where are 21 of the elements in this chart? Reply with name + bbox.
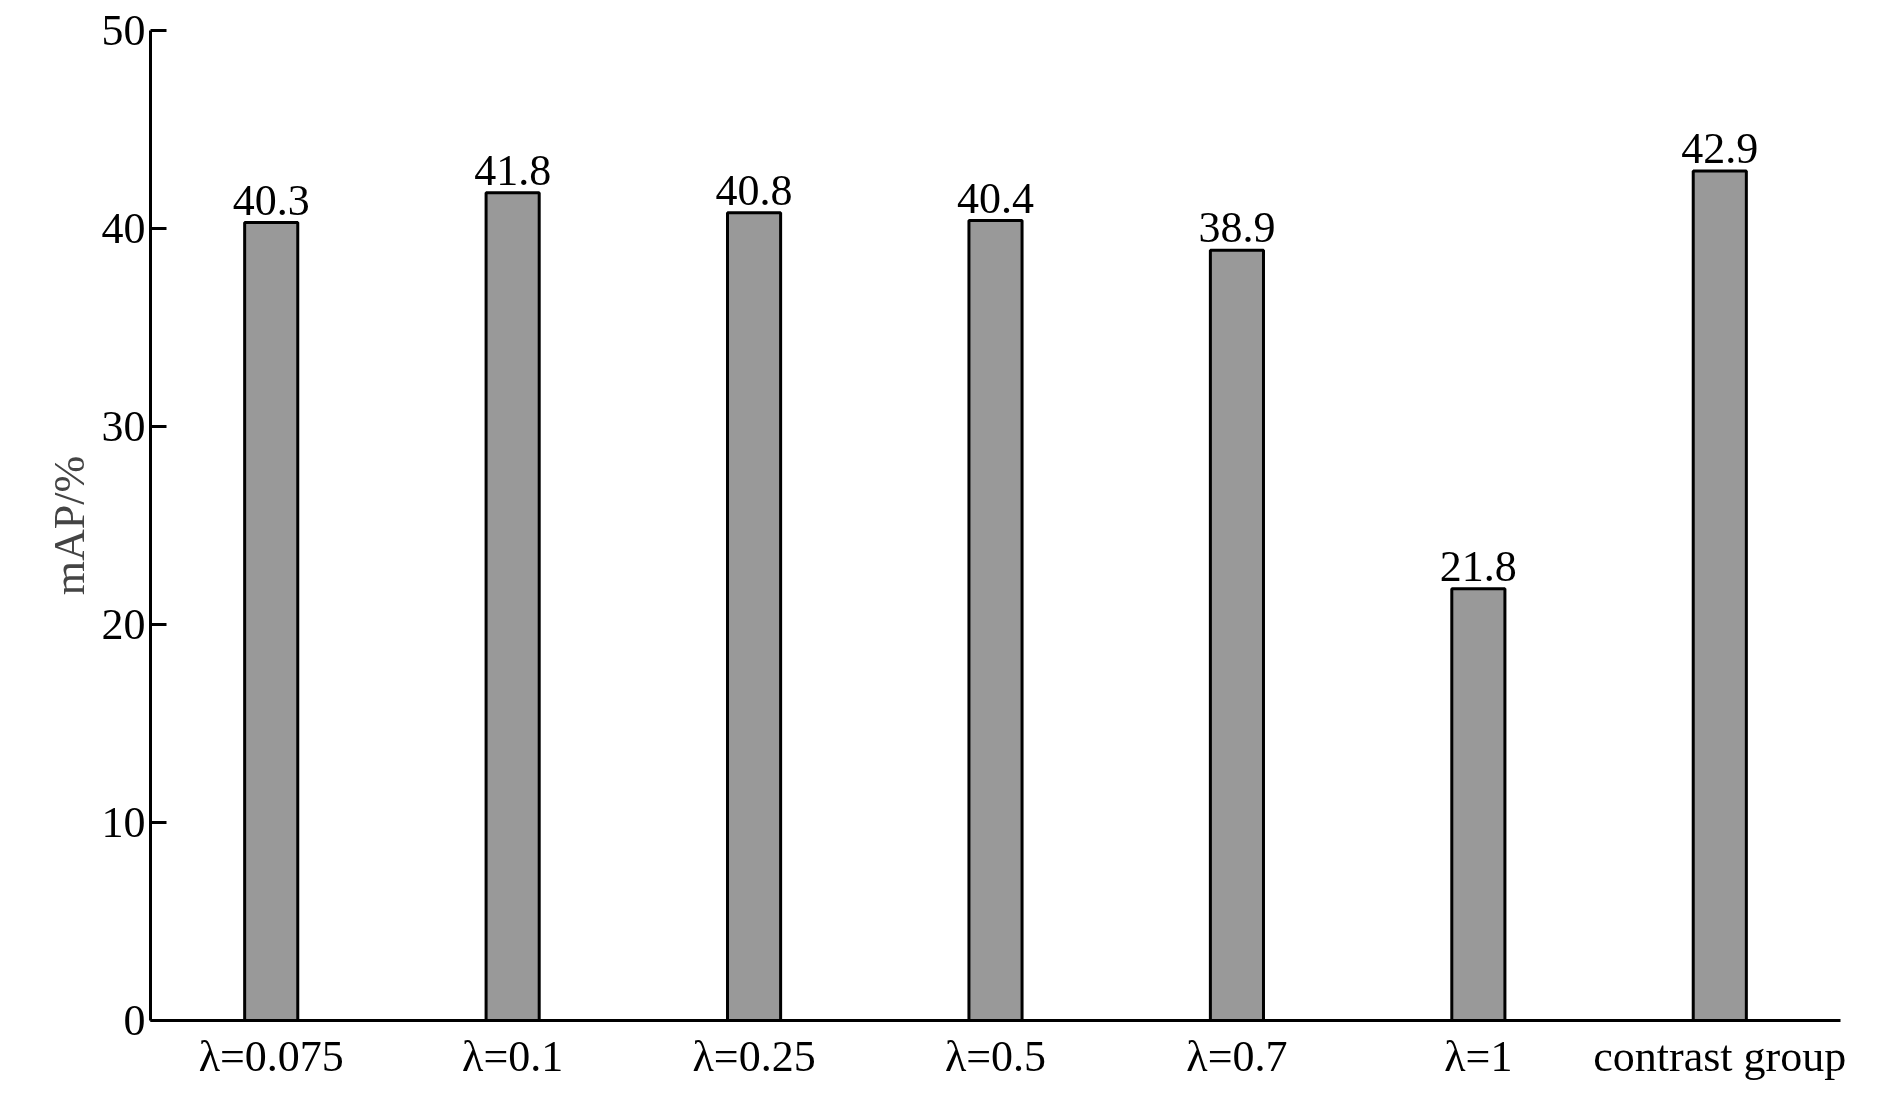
x-tick-label: λ=0.1	[462, 1031, 564, 1081]
data-label: 40.8	[715, 165, 793, 215]
x-tick-label: λ=0.075	[198, 1031, 344, 1081]
x-tick-label: contrast group	[1593, 1031, 1847, 1081]
data-label: 40.3	[232, 175, 310, 225]
y-axis-title: mAP/%	[44, 455, 94, 596]
y-tick-label: 10	[101, 798, 146, 847]
y-tick-label: 0	[123, 996, 146, 1045]
y-tick-label: 20	[101, 600, 146, 649]
data-label: 40.4	[957, 173, 1034, 223]
y-tick-label: 30	[101, 402, 146, 451]
y-tick-label: 50	[101, 6, 146, 55]
x-tick-label: λ=0.25	[692, 1031, 816, 1081]
x-tick-label: λ=0.7	[1186, 1031, 1288, 1081]
y-tick-label: 40	[101, 204, 146, 253]
data-label: 38.9	[1198, 203, 1276, 253]
data-label: 42.9	[1681, 124, 1759, 174]
data-label: 41.8	[474, 145, 552, 195]
x-tick-label: λ=1	[1444, 1031, 1513, 1081]
x-tick-label: λ=0.5	[944, 1031, 1047, 1081]
data-label: 21.8	[1439, 541, 1517, 591]
